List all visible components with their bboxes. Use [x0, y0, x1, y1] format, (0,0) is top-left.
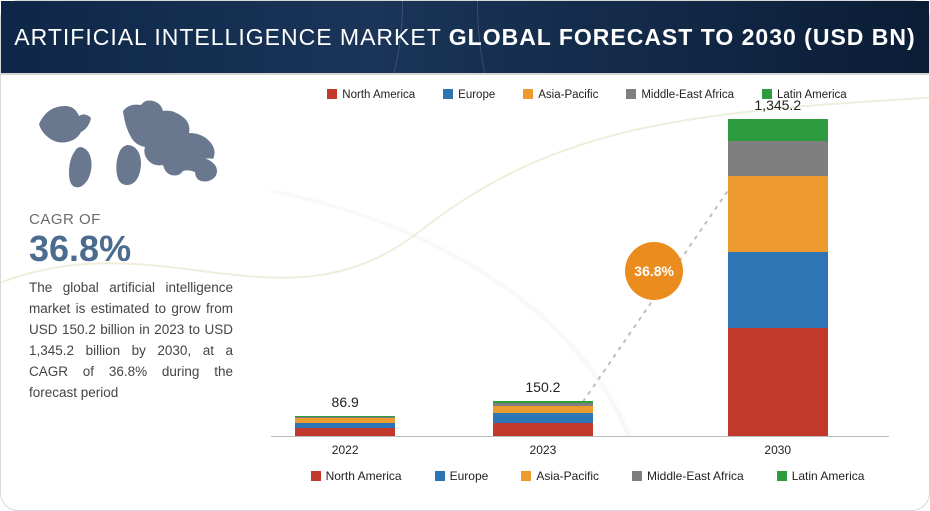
left-panel: CAGR OF 36.8% The global artificial inte… — [1, 75, 251, 510]
x-tick-label: 2023 — [530, 443, 557, 457]
bar-segment — [728, 176, 828, 252]
title-bold: GLOBAL FORECAST TO 2030 (USD BN) — [449, 24, 916, 50]
bar-segment — [728, 252, 828, 328]
legend-item: Asia-Pacific — [506, 469, 599, 483]
legend-item: Asia-Pacific — [509, 89, 598, 101]
legend-item: Europe — [429, 89, 495, 101]
title-pre: ARTIFICIAL INTELLIGENCE MARKET — [14, 24, 448, 50]
bar-2023: 150.2 — [493, 401, 593, 436]
x-tick-label: 2030 — [764, 443, 791, 457]
description-text: The global artificial intelligence marke… — [29, 278, 233, 404]
legend-item: Latin America — [762, 469, 865, 483]
bar-value-label: 150.2 — [525, 379, 560, 395]
legend-item: Europe — [420, 469, 489, 483]
bar-segment — [728, 328, 828, 436]
bar-segment — [493, 423, 593, 436]
legend-item: Middle-East Africa — [617, 469, 744, 483]
stacked-bar-chart: 36.8% 86.9 150.2 1,345.2 — [271, 107, 889, 437]
cagr-badge: 36.8% — [625, 242, 683, 300]
legend-item: North America — [296, 469, 402, 483]
x-axis-labels: 2022 2023 2030 — [271, 443, 889, 463]
bar-segment — [728, 119, 828, 141]
legend-item: Middle-East Africa — [612, 89, 734, 101]
bar-segment — [493, 413, 593, 422]
cagr-value: 36.8% — [29, 228, 233, 270]
page-title: ARTIFICIAL INTELLIGENCE MARKET GLOBAL FO… — [14, 24, 915, 51]
bar-2022: 86.9 — [295, 416, 395, 436]
bar-segment — [295, 428, 395, 436]
bar-segment — [493, 406, 593, 414]
bar-segment — [728, 141, 828, 176]
cagr-label: CAGR OF — [29, 211, 233, 228]
x-tick-label: 2022 — [332, 443, 359, 457]
legend-bottom: North America Europe Asia-Pacific Middle-Ea… — [261, 469, 899, 483]
chart-panel: North America Europe Asia-Pacific Middle-Ea… — [251, 75, 929, 510]
legend-item: North America — [313, 89, 415, 101]
bar-value-label: 86.9 — [332, 394, 359, 410]
bar-value-label: 1,345.2 — [754, 97, 801, 113]
world-map-icon — [29, 89, 239, 194]
bar-2030: 1,345.2 — [728, 119, 828, 436]
legend-top: North America Europe Asia-Pacific Middle-Ea… — [261, 89, 899, 101]
header-banner: ARTIFICIAL INTELLIGENCE MARKET GLOBAL FO… — [1, 1, 929, 73]
content-row: CAGR OF 36.8% The global artificial inte… — [1, 75, 929, 510]
